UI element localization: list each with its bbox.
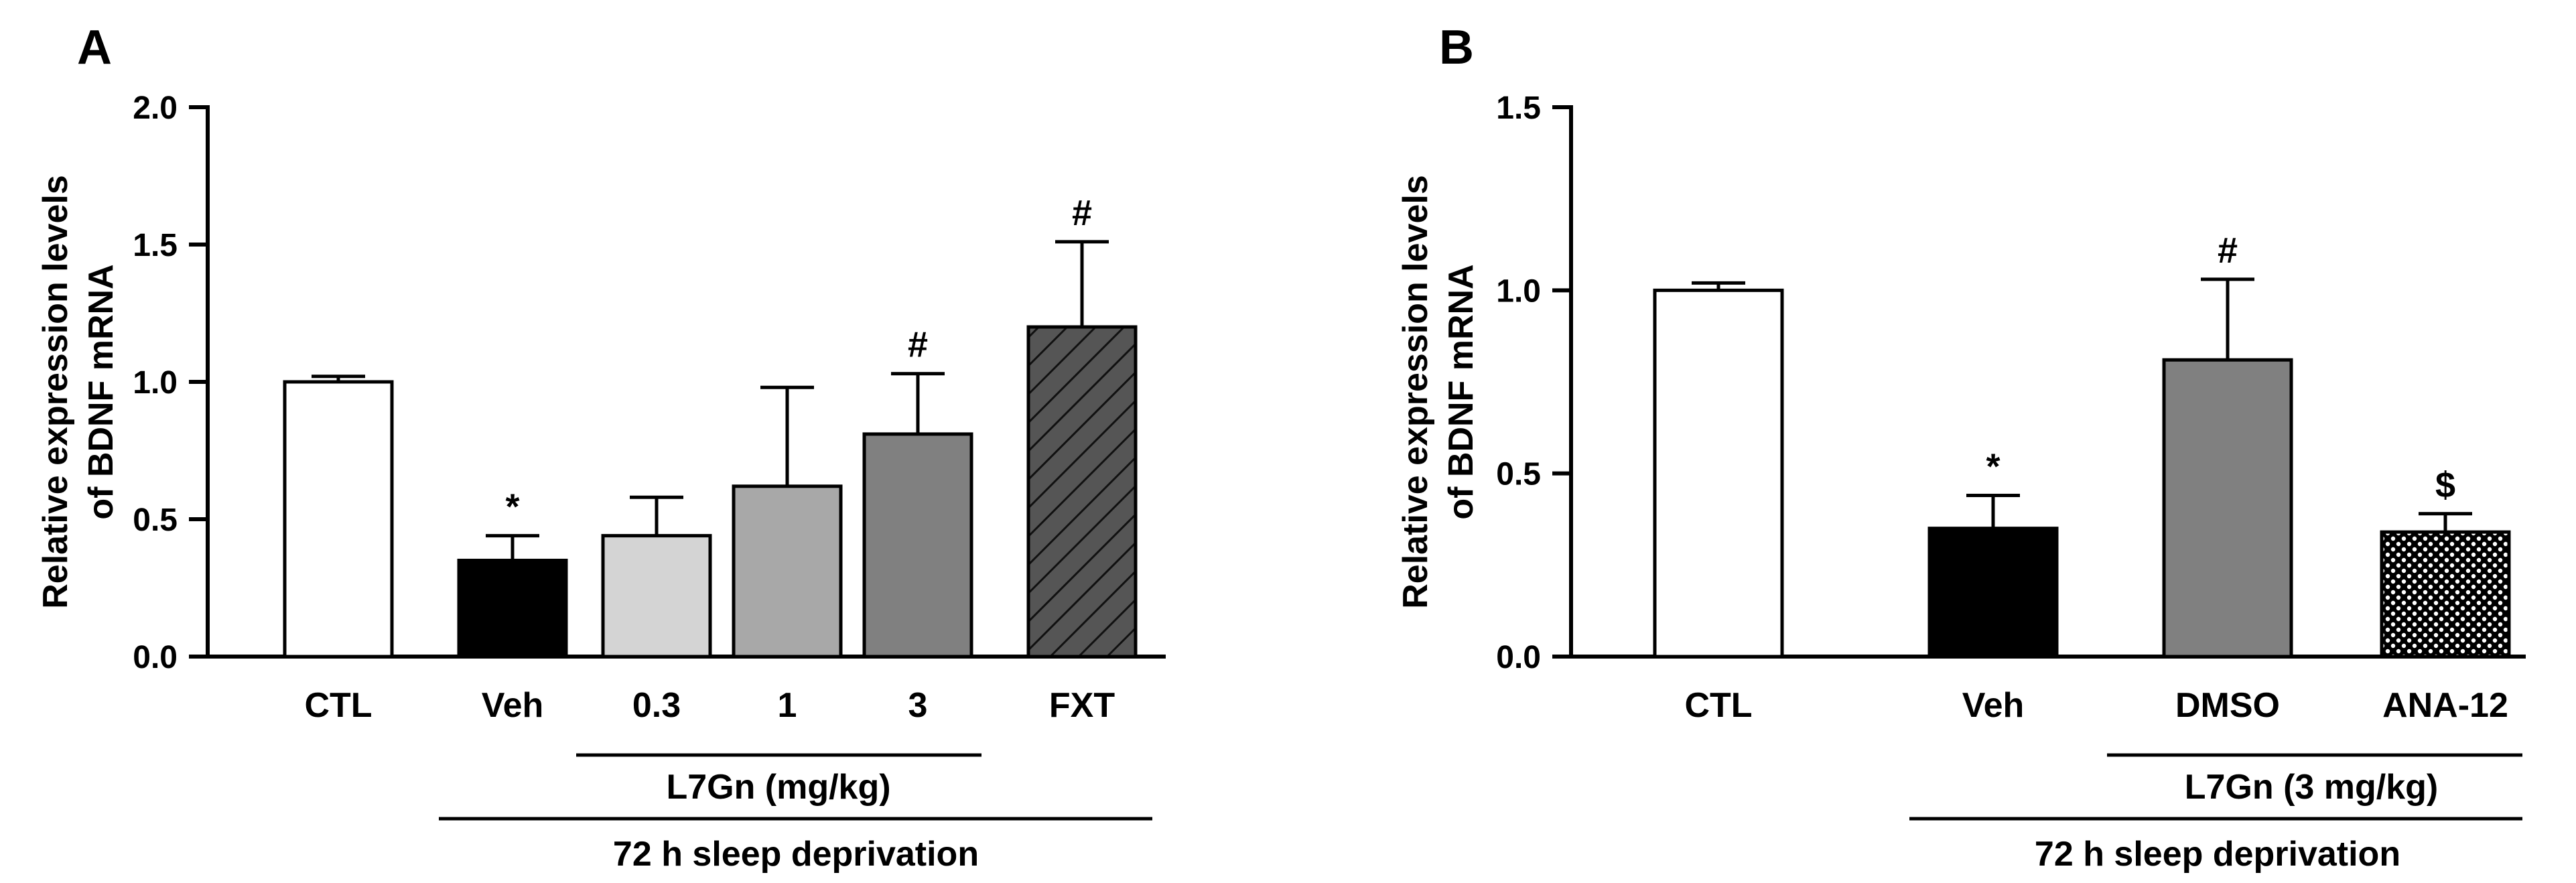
panel-a-significance-mark: * [505,487,519,527]
panel-a-category-label: CTL [304,686,372,725]
panel-b-dose-label: L7Gn (3 mg/kg) [2185,768,2438,807]
panel-a-category-label: 0.3 [632,686,681,725]
panel-a-y-tick-label: 2.0 [133,90,178,126]
panel-a-dose-label: L7Gn (mg/kg) [666,768,890,807]
panel-a-bar-fxt [1026,325,1138,659]
panel-b-ylabel-line2: of BDNF mRNA [1442,264,1481,519]
panel-a-bars: CTL Veh * 0.3 1 3 # FXT # [283,193,1138,725]
panel-a-category-label: 3 [908,686,928,725]
panel-b: B 0.0 0.5 1.0 1.5 CTL Veh * DMSO # ANA-12 $ Relat… [1396,21,2526,874]
panel-b-letter: B [1439,21,1474,74]
panel-b-bar-ana-12 [2380,530,2511,659]
panel-b-category-label: CTL [1684,686,1752,725]
panel-b-significance-mark: * [1986,446,2000,486]
panel-b-y-tick-label: 0.0 [1496,640,1541,675]
panel-a: A 0.0 0.5 1.0 1.5 2.0 CTL Veh * 0.3 1 3 # FXT # Rela… [36,21,1166,874]
panel-b-y-tick-label: 1.5 [1496,90,1541,126]
panel-b-y-tick-label: 1.0 [1496,273,1541,309]
panel-b-bar-dmso [2162,358,2293,659]
panel-a-significance-mark: # [1072,193,1092,233]
panel-a-ylabel-line1: Relative expression levels [36,175,75,609]
panel-b-category-label: Veh [1962,686,2025,725]
panel-a-letter: A [77,21,112,74]
panel-a-significance-mark: # [908,325,928,365]
panel-a-y-tick-label: 1.5 [133,228,178,263]
panel-a-y-tick-label: 0.5 [133,502,178,538]
panel-a-bar-veh [457,559,568,659]
panel-a-bar-0-3 [601,534,712,659]
panel-b-ylabel-line1: Relative expression levels [1396,175,1435,609]
panel-b-significance-mark: $ [2435,465,2455,505]
panel-a-category-label: FXT [1049,686,1115,725]
panel-b-category-label: ANA-12 [2382,686,2508,725]
panel-a-y-tick-label: 0.0 [133,640,178,675]
panel-b-significance-mark: # [2218,230,2238,271]
panel-a-bar-ctl [283,380,394,659]
panel-a-bar-1 [732,484,843,659]
panel-a-category-label: 1 [778,686,797,725]
panel-b-bar-veh [1927,527,2059,659]
panel-b-treatment-label: 72 h sleep deprivation [2035,835,2400,874]
panel-b-category-label: DMSO [2175,686,2280,725]
panel-a-treatment-label: 72 h sleep deprivation [613,835,979,874]
panel-a-ylabel-line2: of BDNF mRNA [82,264,121,519]
panel-b-bars: CTL Veh * DMSO # ANA-12 $ [1653,230,2511,725]
panel-a-y-tick-label: 1.0 [133,365,178,401]
panel-a-bar-3 [862,432,973,659]
panel-a-category-label: Veh [482,686,544,725]
panel-b-bar-ctl [1653,288,1784,659]
panel-b-y-tick-label: 0.5 [1496,457,1541,492]
